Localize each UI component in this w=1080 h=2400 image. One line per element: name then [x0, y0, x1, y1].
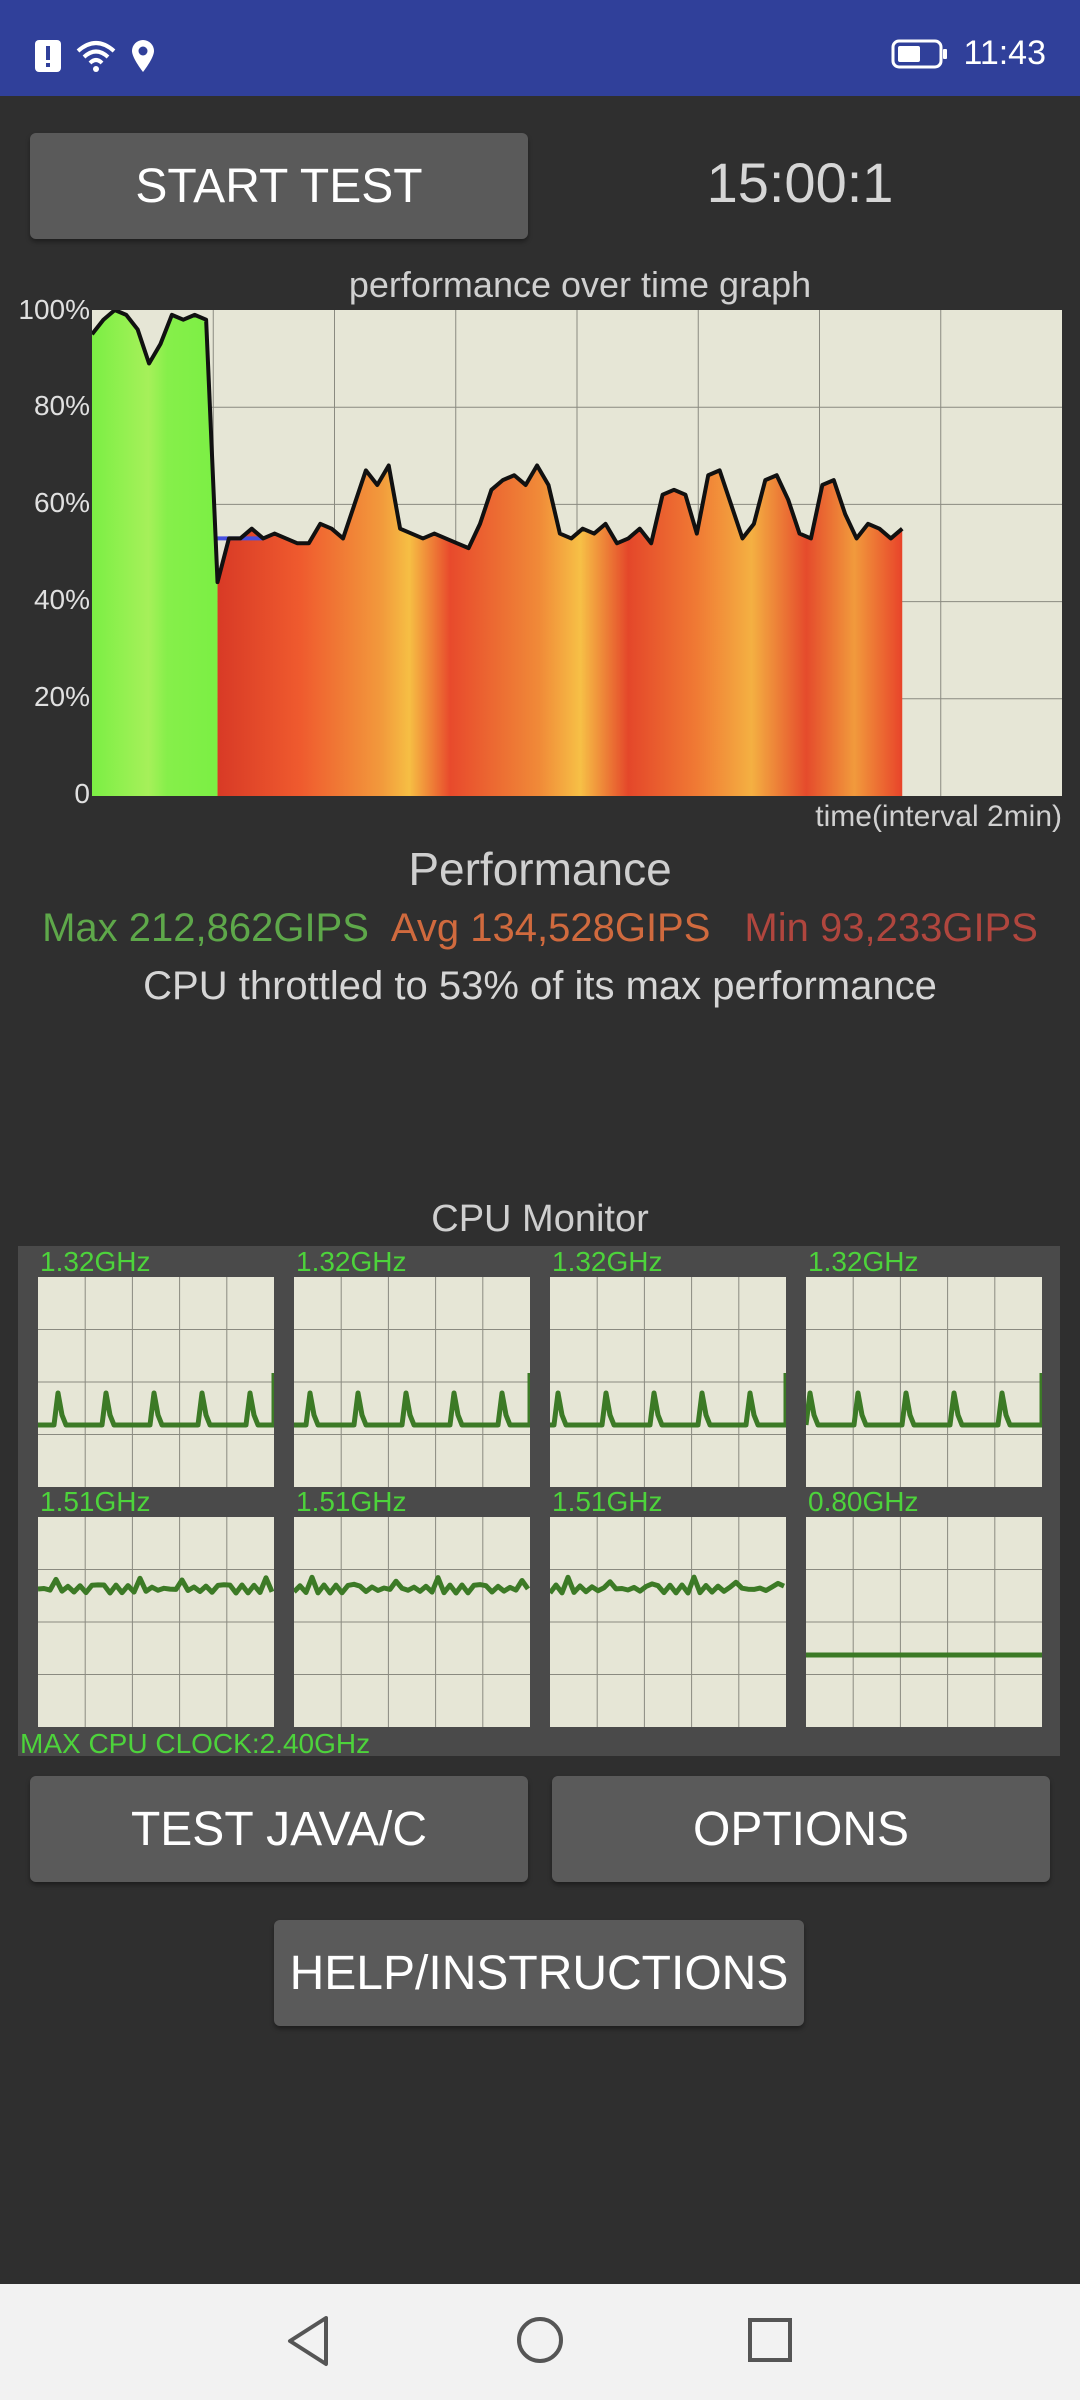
- wifi-icon: [76, 41, 116, 72]
- battery-icon: [891, 39, 948, 68]
- core-frequency-line: [294, 1373, 530, 1428]
- avg-performance: Avg 134,528GIPS: [390, 906, 711, 950]
- core-frequency-line: [550, 1373, 786, 1428]
- core-2-frequency: 1.32GHz: [296, 1246, 407, 1277]
- core-5-frequency: 1.51GHz: [40, 1486, 151, 1517]
- core-6-frequency: 1.51GHz: [296, 1486, 407, 1517]
- recents-icon[interactable]: [746, 2316, 794, 2364]
- max-performance: Max 212,862GIPS: [42, 906, 369, 950]
- throttle-text: CPU throttled to 53% of its max performa…: [143, 964, 937, 1008]
- core-4-graph: [806, 1277, 1042, 1487]
- test-java-c-button[interactable]: TEST JAVA/C: [30, 1776, 528, 1882]
- core-frequency-line: [38, 1575, 274, 1596]
- core-8-graph: [806, 1517, 1042, 1727]
- core-2-graph: [294, 1277, 530, 1487]
- core-frequency-line: [550, 1574, 786, 1596]
- location-icon: [132, 40, 154, 72]
- core-1-graph: [38, 1277, 274, 1487]
- y-tick-60: 60%: [33, 487, 90, 518]
- y-tick-20: 20%: [33, 681, 90, 712]
- core-5-graph: [38, 1517, 274, 1727]
- performance-line: [92, 310, 904, 585]
- core-6-graph: [294, 1517, 530, 1727]
- core-3-frequency: 1.32GHz: [552, 1246, 663, 1277]
- core-1-frequency: 1.32GHz: [40, 1246, 151, 1277]
- graph-title: performance over time graph: [348, 264, 812, 305]
- min-performance: Min 93,233GIPS: [744, 906, 1038, 950]
- x-axis-label: time(interval 2min): [815, 800, 1062, 833]
- y-tick-80: 80%: [33, 390, 90, 421]
- core-4-frequency: 1.32GHz: [808, 1246, 919, 1277]
- navigation-bar: [0, 2284, 1080, 2400]
- core-7-graph: [550, 1517, 786, 1727]
- core-frequency-line: [294, 1574, 530, 1596]
- core-8-frequency: 0.80GHz: [808, 1486, 919, 1517]
- y-tick-0: 0: [74, 778, 90, 809]
- options-button[interactable]: OPTIONS: [552, 1776, 1050, 1882]
- throttled-area: [217, 465, 903, 796]
- performance-title: Performance: [408, 843, 672, 895]
- core-frequency-line: [806, 1373, 1042, 1428]
- core-7-frequency: 1.51GHz: [552, 1486, 663, 1517]
- unthrottled-area: [92, 310, 218, 796]
- performance-graph: [92, 310, 1062, 796]
- test-timer: 15:00:1: [706, 151, 894, 214]
- status-icons-right: 11:43: [891, 34, 1046, 73]
- y-tick-100: 100%: [18, 294, 90, 325]
- start-test-button[interactable]: START TEST: [30, 133, 528, 239]
- status-icons-left: [34, 38, 156, 74]
- performance-stats: Max 212,862GIPS Avg 134,528GIPS Min 93,2…: [0, 906, 1080, 951]
- status-time: 11:43: [963, 34, 1046, 72]
- help-instructions-button[interactable]: HELP/INSTRUCTIONS: [274, 1920, 804, 2026]
- cpu-monitor-title: CPU Monitor: [431, 1198, 649, 1240]
- core-frequency-line: [38, 1373, 274, 1428]
- y-tick-40: 40%: [33, 584, 90, 615]
- alert-icon: [35, 40, 61, 72]
- status-bar: 11:43: [0, 0, 1080, 96]
- max-cpu-clock: MAX CPU CLOCK:2.40GHz: [20, 1728, 371, 1759]
- graph-areas: [92, 310, 903, 796]
- home-icon[interactable]: [514, 2314, 566, 2366]
- core-3-graph: [550, 1277, 786, 1487]
- graph-line: [92, 310, 904, 585]
- back-icon[interactable]: [284, 2314, 334, 2368]
